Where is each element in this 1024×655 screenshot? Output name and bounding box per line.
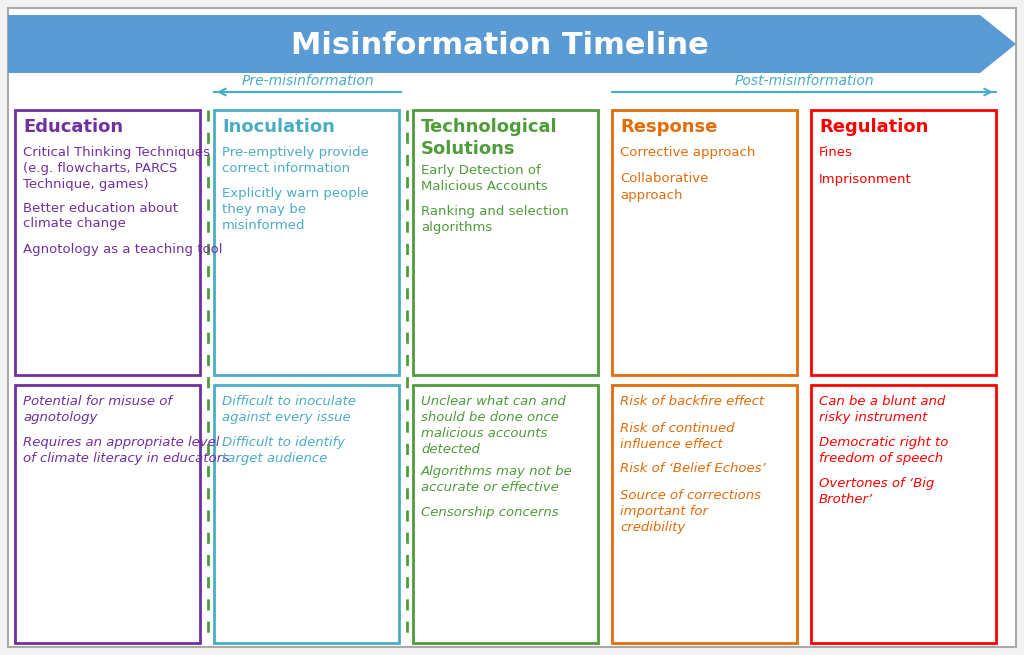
Text: Technological
Solutions: Technological Solutions xyxy=(421,118,558,159)
FancyBboxPatch shape xyxy=(214,385,399,643)
Text: Risk of ‘Belief Echoes’: Risk of ‘Belief Echoes’ xyxy=(620,462,766,476)
Text: Fines: Fines xyxy=(819,146,853,159)
Text: Response: Response xyxy=(620,118,718,136)
FancyBboxPatch shape xyxy=(214,110,399,375)
Text: Difficult to identify
target audience: Difficult to identify target audience xyxy=(222,436,345,465)
Text: Unclear what can and
should be done once
malicious accounts
detected: Unclear what can and should be done once… xyxy=(421,395,565,456)
Text: Requires an appropriate level
of climate literacy in educators: Requires an appropriate level of climate… xyxy=(23,436,229,465)
Text: Source of corrections
important for
credibility: Source of corrections important for cred… xyxy=(620,489,761,534)
FancyBboxPatch shape xyxy=(811,385,996,643)
Text: Better education about
climate change: Better education about climate change xyxy=(23,202,178,231)
Polygon shape xyxy=(8,15,1016,73)
Text: Agnotology as a teaching tool: Agnotology as a teaching tool xyxy=(23,242,222,255)
Text: Post-misinformation: Post-misinformation xyxy=(734,74,873,88)
Text: Regulation: Regulation xyxy=(819,118,929,136)
FancyBboxPatch shape xyxy=(8,8,1016,647)
FancyBboxPatch shape xyxy=(811,110,996,375)
Text: Corrective approach: Corrective approach xyxy=(620,146,756,159)
Text: Explicitly warn people
they may be
misinformed: Explicitly warn people they may be misin… xyxy=(222,187,369,232)
FancyBboxPatch shape xyxy=(15,110,200,375)
Text: Critical Thinking Techniques
(e.g. flowcharts, PARCS
Technique, games): Critical Thinking Techniques (e.g. flowc… xyxy=(23,146,210,191)
Text: Can be a blunt and
risky instrument: Can be a blunt and risky instrument xyxy=(819,395,945,424)
FancyBboxPatch shape xyxy=(612,110,797,375)
FancyBboxPatch shape xyxy=(612,385,797,643)
Text: Algorithms may not be
accurate or effective: Algorithms may not be accurate or effect… xyxy=(421,465,572,494)
FancyBboxPatch shape xyxy=(413,385,598,643)
Text: Pre-misinformation: Pre-misinformation xyxy=(242,74,374,88)
Text: Risk of backfire effect: Risk of backfire effect xyxy=(620,395,764,408)
Text: Democratic right to
freedom of speech: Democratic right to freedom of speech xyxy=(819,436,948,465)
FancyBboxPatch shape xyxy=(15,385,200,643)
Text: Pre-emptively provide
correct information: Pre-emptively provide correct informatio… xyxy=(222,146,369,175)
Text: Risk of continued
influence effect: Risk of continued influence effect xyxy=(620,422,734,451)
Text: Inoculation: Inoculation xyxy=(222,118,335,136)
Text: Difficult to inoculate
against every issue: Difficult to inoculate against every iss… xyxy=(222,395,356,424)
Text: Education: Education xyxy=(23,118,123,136)
Text: Potential for misuse of
agnotology: Potential for misuse of agnotology xyxy=(23,395,172,424)
Text: Early Detection of
Malicious Accounts: Early Detection of Malicious Accounts xyxy=(421,164,548,193)
Text: Collaborative
approach: Collaborative approach xyxy=(620,172,709,202)
Text: Overtones of ‘Big
Brother’: Overtones of ‘Big Brother’ xyxy=(819,477,934,506)
Text: Ranking and selection
algorithms: Ranking and selection algorithms xyxy=(421,205,568,234)
FancyBboxPatch shape xyxy=(413,110,598,375)
Text: Misinformation Timeline: Misinformation Timeline xyxy=(291,31,709,60)
Text: Censorship concerns: Censorship concerns xyxy=(421,506,559,519)
Text: Imprisonment: Imprisonment xyxy=(819,172,911,185)
